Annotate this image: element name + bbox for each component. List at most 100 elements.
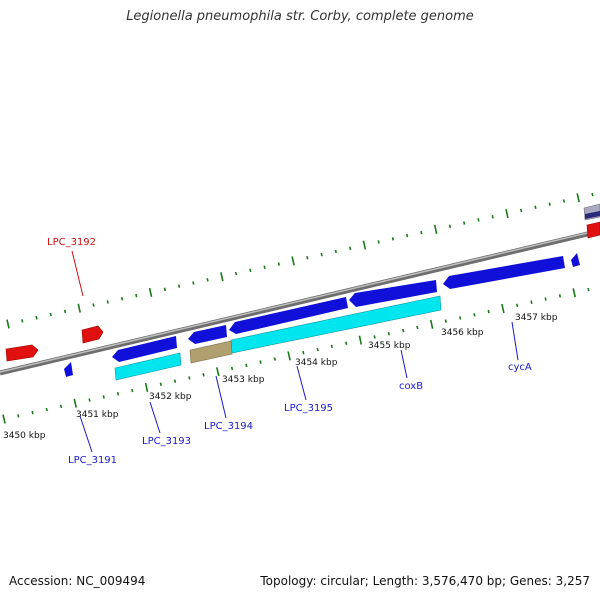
minor-tick: [463, 221, 466, 225]
major-tick: [77, 303, 81, 313]
minor-tick: [320, 252, 323, 257]
lower-tick-track: [2, 287, 590, 424]
minor-tick: [558, 294, 562, 298]
minor-tick: [102, 395, 105, 399]
accession-text: Accession: NC_009494: [9, 574, 146, 588]
minor-tick: [520, 208, 523, 213]
leader-lpc3195: [296, 365, 307, 401]
minor-tick: [516, 303, 519, 308]
cds-tan-lpc3194[interactable]: [189, 340, 233, 364]
minor-tick: [35, 315, 38, 320]
minor-tick: [31, 410, 34, 415]
major-tick: [220, 272, 224, 282]
gene-label-lpc3194[interactable]: LPC_3194: [204, 421, 253, 432]
gene-arrow-right-edge[interactable]: [586, 221, 600, 239]
minor-tick: [548, 202, 551, 206]
major-tick: [362, 240, 367, 250]
minor-tick: [277, 262, 280, 266]
minor-tick: [192, 281, 195, 285]
gene-label-lpc3193[interactable]: LPC_3193: [142, 436, 191, 447]
leader-lpc3191: [79, 415, 93, 453]
minor-tick: [135, 293, 138, 298]
minor-tick: [402, 328, 405, 333]
minor-tick: [349, 246, 352, 251]
major-tick: [433, 224, 438, 234]
major-tick: [148, 287, 153, 297]
minor-tick: [131, 388, 134, 393]
major-tick: [6, 319, 10, 329]
minor-tick: [173, 379, 177, 383]
minor-tick: [45, 407, 48, 412]
gene-label-coxb[interactable]: coxB: [399, 381, 423, 392]
gene-label-lpc3192[interactable]: LPC_3192: [47, 237, 96, 248]
genome-backbone-highlight: [0, 229, 600, 373]
cds-highlight-lpc3193[interactable]: [114, 352, 182, 381]
scale-label: 3454 kbp: [295, 358, 338, 368]
minor-tick: [420, 230, 423, 235]
major-tick: [287, 351, 291, 361]
scale-labels: 3450 kbp 3451 kbp 3452 kbp 3453 kbp 3454…: [3, 313, 558, 441]
minor-tick: [120, 297, 124, 301]
minor-tick: [159, 382, 162, 386]
label-leaders: [71, 250, 519, 453]
genome-backbone: [0, 228, 600, 376]
scale-label: 3453 kbp: [222, 375, 265, 385]
minor-tick: [448, 224, 452, 228]
minor-tick: [377, 240, 380, 244]
minor-tick: [330, 344, 333, 349]
minor-tick: [49, 312, 52, 317]
minor-tick: [202, 373, 205, 377]
minor-tick: [373, 335, 376, 339]
gene-arrow-lpc3193[interactable]: [112, 336, 177, 362]
leader-lpc3192: [71, 250, 84, 297]
leader-cyca: [511, 321, 519, 361]
minor-tick: [273, 357, 276, 361]
major-tick: [2, 414, 6, 424]
minor-tick: [587, 287, 590, 292]
minor-tick: [188, 376, 191, 380]
minor-tick: [92, 303, 95, 307]
gene-arrow-lpc3192-small[interactable]: [81, 325, 104, 344]
minor-tick: [444, 319, 447, 323]
minor-tick: [206, 278, 209, 282]
gene-arrow-lpc3191[interactable]: [64, 362, 73, 377]
scale-label: 3457 kbp: [515, 313, 558, 323]
gene-label-lpc3191[interactable]: LPC_3191: [68, 455, 117, 466]
major-tick: [144, 382, 149, 392]
leader-lpc3193: [149, 401, 161, 434]
minor-tick: [591, 192, 594, 197]
gene-arrow-lpc3194-blue[interactable]: [188, 325, 227, 344]
minor-tick: [491, 215, 494, 219]
minor-tick: [163, 287, 166, 292]
gene-label-cyca[interactable]: cycA: [508, 362, 532, 373]
minor-tick: [21, 319, 24, 323]
gene-arrow-lpc3192[interactable]: [5, 344, 39, 362]
minor-tick: [406, 233, 409, 238]
scale-label: 3452 kbp: [149, 392, 192, 402]
gene-label-lpc3195[interactable]: LPC_3195: [284, 403, 333, 414]
minor-tick: [459, 316, 462, 320]
gene-arrow-small-right[interactable]: [571, 253, 580, 267]
minor-tick: [59, 404, 63, 409]
gene-features: [5, 203, 600, 381]
minor-tick: [63, 309, 67, 314]
map-title: Legionella pneumophila str. Corby, compl…: [126, 9, 474, 24]
minor-tick: [473, 313, 476, 317]
major-tick: [576, 193, 580, 203]
scale-label: 3450 kbp: [3, 431, 46, 441]
gene-arrow-cyca[interactable]: [443, 256, 565, 289]
minor-tick: [88, 398, 91, 402]
gene-arrow-lpc3195[interactable]: [229, 297, 348, 334]
major-tick: [291, 256, 295, 266]
minor-tick: [562, 199, 566, 203]
minor-tick: [345, 341, 348, 345]
upper-tick-track: [6, 192, 594, 329]
scale-label: 3456 kbp: [441, 328, 484, 338]
gene-arrow-right-edge-navy[interactable]: [585, 211, 600, 219]
minor-tick: [177, 284, 181, 288]
minor-tick: [316, 347, 319, 352]
minor-tick: [306, 256, 309, 260]
minor-tick: [477, 218, 480, 222]
gene-arrow-coxb[interactable]: [349, 280, 437, 307]
